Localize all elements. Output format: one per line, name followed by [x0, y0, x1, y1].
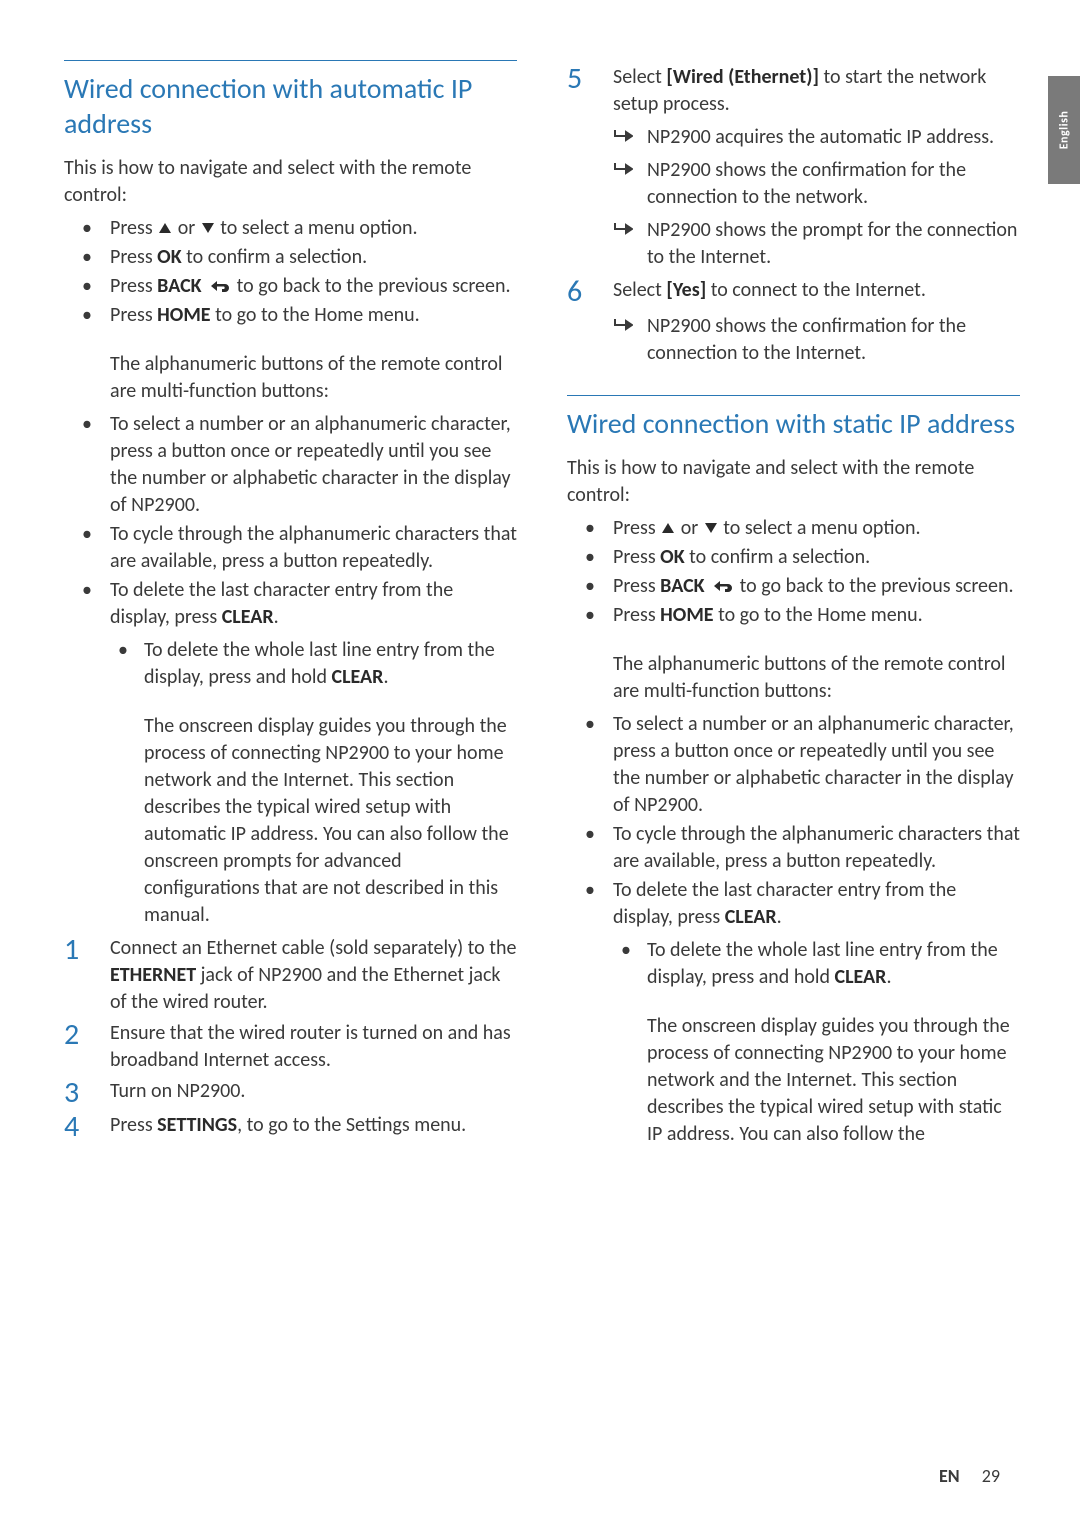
- step5-results: NP2900 acquires the automatic IP address…: [567, 124, 1020, 271]
- result-arrow-icon: [613, 161, 633, 177]
- language-side-tab-label: English: [1057, 111, 1071, 150]
- step-num-1: 1: [64, 935, 110, 1016]
- alpha-sub-bullets: To delete the whole last line entry from…: [64, 637, 517, 691]
- triangle-up-icon: [159, 223, 171, 233]
- intro-text-2: This is how to navigate and select with …: [567, 455, 1020, 509]
- alpha-intro-2: The alphanumeric buttons of the remote c…: [567, 651, 1020, 705]
- onscreen-paragraph: The onscreen display guides you through …: [64, 713, 517, 929]
- alpha-b1: To select a number or an alphanumeric ch…: [64, 411, 517, 519]
- page-footer: EN 29: [939, 1465, 1000, 1487]
- step6-results: NP2900 shows the confirmation for the co…: [567, 313, 1020, 367]
- intro-text: This is how to navigate and select with …: [64, 155, 517, 209]
- result-arrow-icon: [613, 221, 633, 237]
- step-num-3: 3: [64, 1078, 110, 1108]
- nav-bullets: Press or to select a menu option. Press …: [64, 215, 517, 329]
- step5-r2: NP2900 shows the confirmation for the co…: [567, 157, 1020, 211]
- alpha-bullets-2: To select a number or an alphanumeric ch…: [567, 711, 1020, 931]
- step-3: 3 Turn on NP2900.: [64, 1078, 517, 1108]
- triangle-down-icon: [705, 523, 717, 533]
- step-num-5: 5: [567, 64, 613, 118]
- nav-home: Press HOME to go to the Home menu.: [64, 302, 517, 329]
- section-divider: [567, 395, 1020, 396]
- footer-page-number: 29: [982, 1465, 1000, 1487]
- step5-r1: NP2900 acquires the automatic IP address…: [567, 124, 1020, 151]
- step-num-2: 2: [64, 1020, 110, 1074]
- alpha2-sub: To delete the whole last line entry from…: [567, 937, 1020, 991]
- left-column: Wired connection with automatic IP addre…: [64, 60, 517, 1154]
- alpha2-b1: To select a number or an alphanumeric ch…: [567, 711, 1020, 819]
- nav2-ok: Press OK to confirm a selection.: [567, 544, 1020, 571]
- step-4: 4 Press SETTINGS, to go to the Settings …: [64, 1112, 517, 1142]
- alpha-sub: To delete the whole last line entry from…: [64, 637, 517, 691]
- page-content: Wired connection with automatic IP addre…: [0, 0, 1080, 1194]
- right-column: 5 Select [Wired (Ethernet)] to start the…: [567, 60, 1020, 1154]
- triangle-down-icon: [202, 223, 214, 233]
- nav2-select-option: Press or to select a menu option.: [567, 515, 1020, 542]
- step-1: 1 Connect an Ethernet cable (sold separa…: [64, 935, 517, 1016]
- step-num-6: 6: [567, 277, 613, 307]
- step5-r3: NP2900 shows the prompt for the connecti…: [567, 217, 1020, 271]
- language-side-tab: English: [1048, 76, 1080, 184]
- triangle-up-icon: [662, 523, 674, 533]
- nav2-home: Press HOME to go to the Home menu.: [567, 602, 1020, 629]
- step-num-4: 4: [64, 1112, 110, 1142]
- onscreen-paragraph-2: The onscreen display guides you through …: [567, 1013, 1020, 1148]
- alpha-bullets: To select a number or an alphanumeric ch…: [64, 411, 517, 631]
- step-6: 6 Select [Yes] to connect to the Interne…: [567, 277, 1020, 307]
- result-arrow-icon: [613, 317, 633, 333]
- step-2: 2 Ensure that the wired router is turned…: [64, 1020, 517, 1074]
- section-title-auto-ip: Wired connection with automatic IP addre…: [64, 71, 517, 141]
- alpha-intro: The alphanumeric buttons of the remote c…: [64, 351, 517, 405]
- result-arrow-icon: [613, 128, 633, 144]
- step6-r1: NP2900 shows the confirmation for the co…: [567, 313, 1020, 367]
- footer-lang: EN: [939, 1465, 960, 1487]
- alpha-b2: To cycle through the alphanumeric charac…: [64, 521, 517, 575]
- section-divider: [64, 60, 517, 61]
- nav-select-option: Press or to select a menu option.: [64, 215, 517, 242]
- alpha2-b2: To cycle through the alphanumeric charac…: [567, 821, 1020, 875]
- back-arrow-icon: [711, 578, 733, 594]
- alpha2-b3: To delete the last character entry from …: [567, 877, 1020, 931]
- alpha-sub-bullets-2: To delete the whole last line entry from…: [567, 937, 1020, 991]
- back-arrow-icon: [208, 278, 230, 294]
- alpha-b3: To delete the last character entry from …: [64, 577, 517, 631]
- nav-ok: Press OK to confirm a selection.: [64, 244, 517, 271]
- nav-bullets-2: Press or to select a menu option. Press …: [567, 515, 1020, 629]
- step-5: 5 Select [Wired (Ethernet)] to start the…: [567, 64, 1020, 118]
- nav2-back: Press BACK to go back to the previous sc…: [567, 573, 1020, 600]
- nav-back: Press BACK to go back to the previous sc…: [64, 273, 517, 300]
- section-title-static-ip: Wired connection with static IP address: [567, 406, 1020, 441]
